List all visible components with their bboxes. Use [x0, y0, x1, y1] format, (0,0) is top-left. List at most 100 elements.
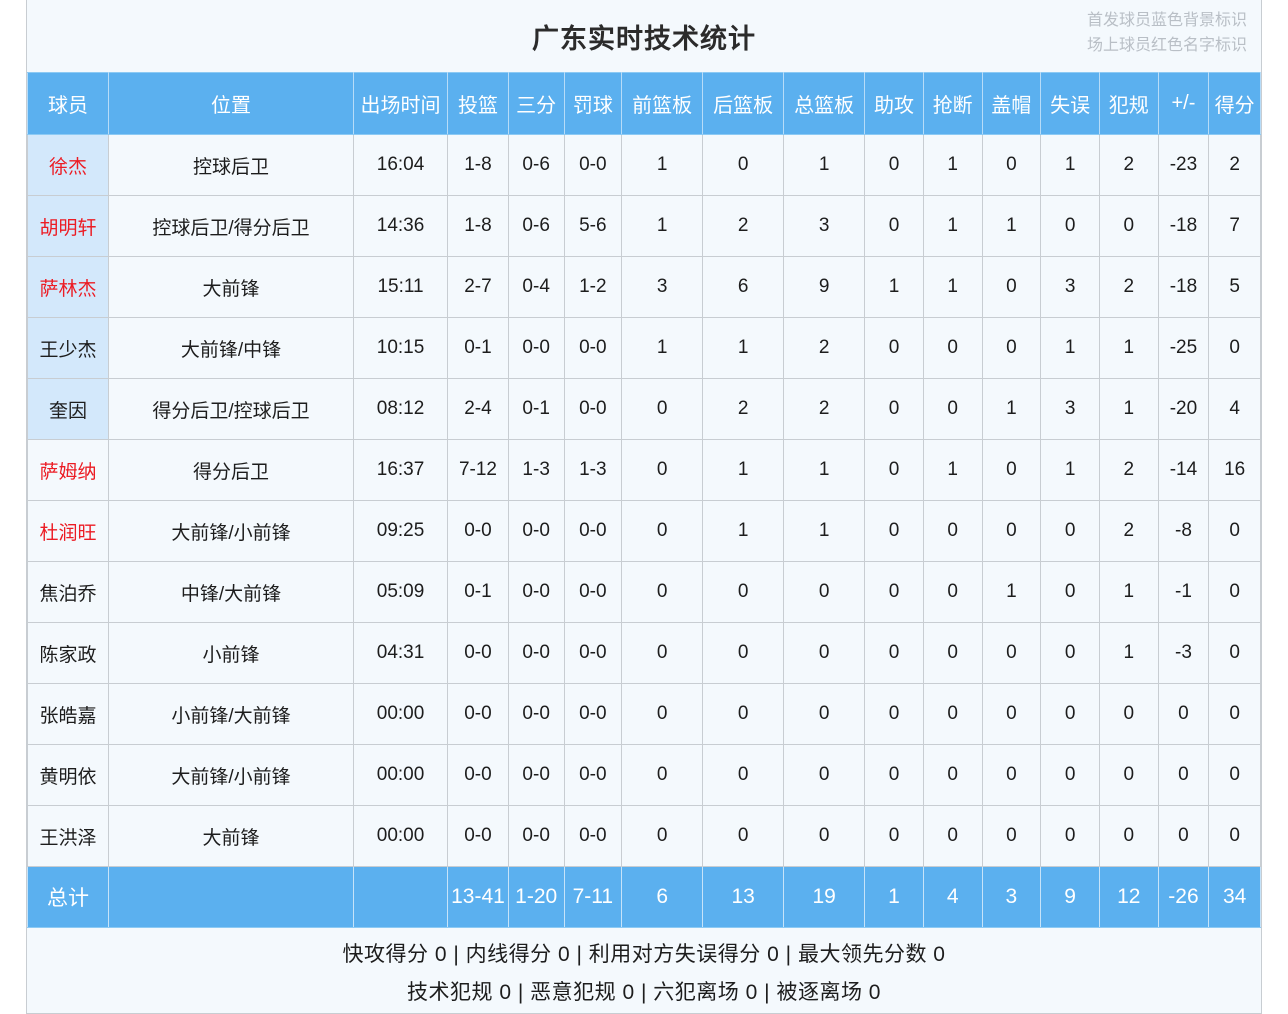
player-name-cell[interactable]: 胡明轩	[27, 195, 109, 257]
stat-cell: 1-8	[447, 134, 509, 196]
column-header-8[interactable]: 总篮板	[783, 72, 866, 135]
stat-cell: 0	[1040, 683, 1100, 745]
column-header-15[interactable]: 得分	[1208, 72, 1261, 135]
stat-cell: 0	[783, 683, 866, 745]
stat-cell: 0-4	[507, 256, 565, 318]
column-header-0[interactable]: 球员	[27, 72, 109, 135]
column-header-4[interactable]: 三分	[507, 72, 565, 135]
stat-cell: -18	[1157, 195, 1210, 257]
stat-cell: 4	[1208, 378, 1261, 440]
stat-cell: 0-0	[563, 744, 623, 806]
column-header-5[interactable]: 罚球	[563, 72, 623, 135]
column-header-9[interactable]: 助攻	[864, 72, 924, 135]
column-header-11[interactable]: 盖帽	[981, 72, 1042, 135]
column-header-7[interactable]: 后篮板	[702, 72, 785, 135]
title-bar: 广东实时技术统计 首发球员蓝色背景标识 场上球员红色名字标识	[27, 0, 1261, 72]
player-name-cell[interactable]: 焦泊乔	[27, 561, 109, 623]
stat-cell: 1	[621, 195, 704, 257]
player-name-cell[interactable]: 王洪泽	[27, 805, 109, 867]
stat-cell: 0	[981, 683, 1042, 745]
stat-cell: 0	[864, 805, 924, 867]
stat-cell: 1	[621, 134, 704, 196]
player-name-cell[interactable]: 徐杰	[27, 134, 109, 196]
player-minutes-cell: 16:04	[352, 134, 449, 196]
totals-row: 总计 13-41 1-20 7-11 6 13 19 1 4 3 9 12 -26 34	[27, 866, 1261, 928]
stat-cell: 0	[621, 683, 704, 745]
player-minutes-cell: 00:00	[352, 805, 449, 867]
table-row: 萨姆纳 得分后卫 16:37 7-12 1-3 1-3 0 1 1 0 1 0 1 2 -14 16	[27, 439, 1261, 501]
column-header-2[interactable]: 出场时间	[352, 72, 449, 135]
column-header-1[interactable]: 位置	[107, 72, 354, 135]
stat-cell: 0	[621, 622, 704, 684]
player-minutes-cell: 15:11	[352, 256, 449, 318]
table-row: 焦泊乔 中锋/大前锋 05:09 0-1 0-0 0-0 0 0 0 0 0 1 0 1 -1 0	[27, 561, 1261, 623]
stat-cell: 0	[981, 805, 1042, 867]
stat-cell: 0	[783, 805, 866, 867]
stat-cell: 0	[1157, 683, 1210, 745]
stat-cell: 0	[922, 622, 983, 684]
column-header-13[interactable]: 犯规	[1098, 72, 1159, 135]
stat-cell: 0-0	[507, 683, 565, 745]
stat-cell: 9	[783, 256, 866, 318]
stat-cell: 0	[1208, 317, 1261, 379]
column-header-10[interactable]: 抢断	[922, 72, 983, 135]
player-name-cell[interactable]: 张皓嘉	[27, 683, 109, 745]
stat-cell: 3	[621, 256, 704, 318]
stat-cell: 2	[783, 317, 866, 379]
player-position-cell: 大前锋/中锋	[107, 317, 354, 379]
stat-cell: 5	[1208, 256, 1261, 318]
stat-cell: 2-4	[447, 378, 509, 440]
stat-cell: 2	[1098, 134, 1159, 196]
stat-cell: 0-0	[563, 805, 623, 867]
player-name-cell[interactable]: 萨姆纳	[27, 439, 109, 501]
column-header-3[interactable]: 投篮	[447, 72, 509, 135]
player-position-cell: 大前锋	[107, 256, 354, 318]
totals-stat-cell: 9	[1040, 866, 1100, 928]
player-name-cell[interactable]: 王少杰	[27, 317, 109, 379]
player-position-cell: 控球后卫	[107, 134, 354, 196]
player-position-cell: 得分后卫	[107, 439, 354, 501]
stat-cell: 0	[1208, 744, 1261, 806]
stat-cell: 3	[783, 195, 866, 257]
stat-cell: 0	[981, 256, 1042, 318]
player-name-cell[interactable]: 杜润旺	[27, 500, 109, 562]
player-name-cell[interactable]: 黄明依	[27, 744, 109, 806]
stat-cell: -8	[1157, 500, 1210, 562]
player-position-cell: 大前锋/小前锋	[107, 744, 354, 806]
header-row: 球员 位置 出场时间 投篮 三分 罚球 前篮板 后篮板 总篮板 助攻 抢断 盖帽 失误 犯规 +/- 得分	[27, 72, 1261, 135]
stat-cell: 0	[981, 317, 1042, 379]
column-header-6[interactable]: 前篮板	[621, 72, 704, 135]
stat-cell: 1	[1098, 561, 1159, 623]
stat-cell: 1	[922, 256, 983, 318]
player-minutes-cell: 00:00	[352, 744, 449, 806]
stat-cell: 0	[1098, 744, 1159, 806]
stat-cell: 0	[621, 561, 704, 623]
stat-cell: 0	[864, 622, 924, 684]
stat-cell: 1	[864, 256, 924, 318]
stat-cell: -1	[1157, 561, 1210, 623]
stat-cell: 1	[783, 134, 866, 196]
stat-cell: 0-1	[447, 561, 509, 623]
player-name-cell[interactable]: 萨林杰	[27, 256, 109, 318]
player-name-cell[interactable]: 奎因	[27, 378, 109, 440]
stat-cell: 0	[864, 317, 924, 379]
table-row: 王洪泽 大前锋 00:00 0-0 0-0 0-0 0 0 0 0 0 0 0 0 0 0	[27, 805, 1261, 867]
stat-cell: 0-0	[507, 805, 565, 867]
table-header: 球员 位置 出场时间 投篮 三分 罚球 前篮板 后篮板 总篮板 助攻 抢断 盖帽 失误 犯规 +/- 得分	[27, 72, 1261, 135]
column-header-12[interactable]: 失误	[1040, 72, 1100, 135]
player-minutes-cell: 10:15	[352, 317, 449, 379]
stat-cell: 0-0	[447, 683, 509, 745]
stat-cell: 1	[1098, 317, 1159, 379]
stat-cell: 1	[981, 561, 1042, 623]
stat-cell: 0	[1040, 195, 1100, 257]
column-header-14[interactable]: +/-	[1157, 72, 1210, 135]
stat-cell: 0	[864, 134, 924, 196]
player-name-cell[interactable]: 陈家政	[27, 622, 109, 684]
stat-cell: -14	[1157, 439, 1210, 501]
table-row: 黄明依 大前锋/小前锋 00:00 0-0 0-0 0-0 0 0 0 0 0 0 0 0 0 0	[27, 744, 1261, 806]
totals-stat-cell: 7-11	[563, 866, 623, 928]
player-position-cell: 小前锋	[107, 622, 354, 684]
stat-cell: 1	[702, 500, 785, 562]
stat-cell: 1-8	[447, 195, 509, 257]
